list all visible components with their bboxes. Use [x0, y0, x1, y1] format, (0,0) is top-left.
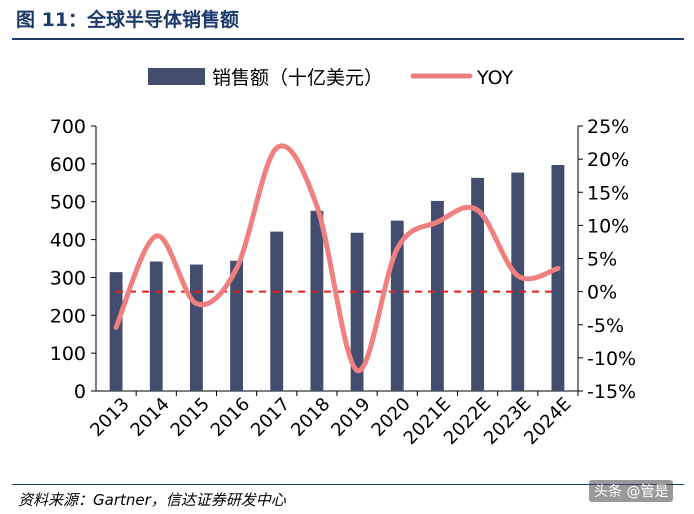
- figure-title: 图 11：全球半导体销售额: [16, 9, 240, 31]
- left-tick-label: 100: [50, 343, 86, 365]
- chart: 0 100 200 300 400 500 600 700 -15% -10% -5% 0% 5% 10%…: [50, 67, 636, 449]
- right-tick-label: 25%: [587, 116, 629, 138]
- legend-bar-swatch: [148, 68, 205, 85]
- title-rule: [12, 38, 684, 40]
- yoy-line: [113, 143, 561, 373]
- legend-bar-label: 销售额（十亿美元）: [212, 67, 383, 89]
- bar: [230, 260, 244, 391]
- bar: [149, 261, 163, 391]
- bar: [511, 172, 525, 391]
- left-tick-label: 700: [50, 116, 86, 138]
- right-tick-label: 10%: [587, 215, 629, 237]
- left-tick-label: 400: [50, 230, 86, 252]
- watermark: 头条 @管是: [589, 480, 674, 502]
- x-tick-label: 2019: [327, 394, 374, 441]
- left-tick-label: 600: [50, 154, 86, 176]
- x-tick-label: 2016: [207, 394, 254, 441]
- source-rule: [12, 484, 684, 485]
- left-tick-label: 500: [50, 192, 86, 214]
- bar: [551, 164, 565, 391]
- right-tick-label: 0%: [587, 282, 617, 304]
- x-tick-label: 2017: [247, 394, 294, 441]
- left-tick-label: 0: [74, 381, 86, 403]
- bar: [430, 200, 444, 391]
- bar: [270, 231, 284, 391]
- x-tick-label: 2014: [127, 394, 174, 441]
- left-tick-label: 300: [50, 267, 86, 289]
- right-tick-label: 15%: [587, 182, 629, 204]
- bar: [471, 177, 485, 391]
- legend-line-label: YOY: [476, 67, 513, 89]
- left-tick-label: 200: [50, 305, 86, 327]
- right-tick-label: -15%: [587, 381, 636, 403]
- bar: [350, 232, 364, 391]
- source-note: 资料来源：Gartner，信达证券研发中心: [18, 491, 286, 509]
- right-tick-label: 5%: [587, 249, 617, 271]
- x-tick-label: 2015: [167, 394, 214, 441]
- x-tick-label: 2013: [86, 394, 133, 441]
- bar: [109, 272, 123, 391]
- right-tick-label: -5%: [587, 315, 624, 337]
- right-tick-label: -10%: [587, 348, 636, 370]
- right-tick-label: 20%: [587, 149, 629, 171]
- x-tick-label: 2018: [287, 394, 334, 441]
- bar: [310, 210, 324, 391]
- bar: [189, 264, 203, 391]
